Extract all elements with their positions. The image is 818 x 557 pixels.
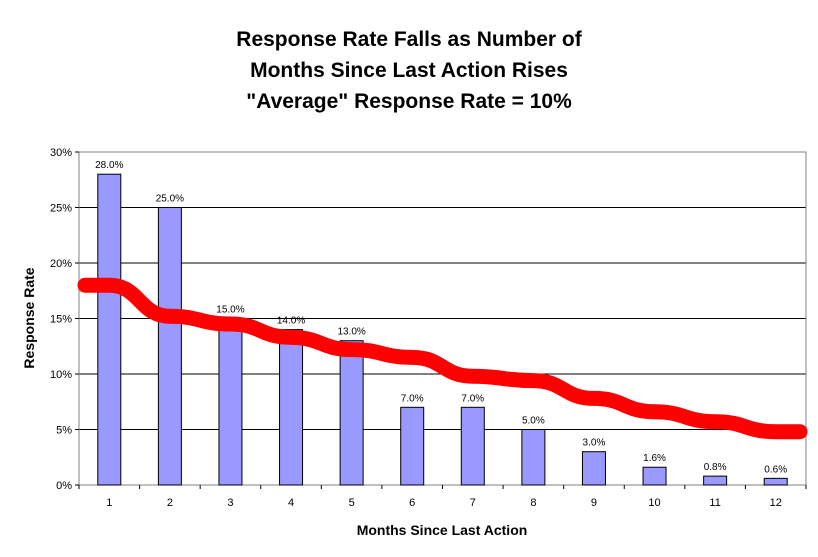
data-label: 5.0%: [522, 416, 545, 427]
data-label: 7.0%: [401, 393, 424, 404]
bar: [763, 477, 788, 486]
x-tick-label: 6: [409, 497, 415, 509]
x-tick-label: 8: [530, 497, 536, 509]
bar: [703, 475, 728, 486]
y-tick-label: 5%: [56, 425, 72, 437]
trend-line: [77, 277, 808, 440]
bar: [279, 329, 304, 486]
y-tick-label: 20%: [50, 258, 72, 270]
y-tick-label: 30%: [50, 147, 72, 159]
x-tick-label: 10: [648, 497, 660, 509]
chart-title-line-1: Response Rate Falls as Number of: [236, 28, 582, 51]
data-label: 0.8%: [704, 462, 727, 473]
x-tick-label: 12: [770, 497, 782, 509]
x-axis-title: Months Since Last Action: [357, 522, 528, 538]
x-tick-label: 7: [470, 497, 476, 509]
y-axis-ticks: 0% 5% 10% 15% 20% 25% 30%: [50, 147, 79, 492]
bars: [97, 173, 788, 486]
bar: [218, 318, 243, 486]
y-tick-label: 15%: [50, 314, 72, 326]
data-label: 1.6%: [643, 453, 666, 464]
data-label: 13.0%: [337, 327, 365, 338]
x-tick-label: 3: [227, 497, 233, 509]
bar: [521, 429, 546, 486]
chart-title: Response Rate Falls as Number of Months …: [0, 24, 818, 117]
data-label: 28.0%: [95, 160, 123, 171]
bar: [339, 340, 364, 486]
bar: [97, 173, 122, 486]
x-tick-label: 4: [288, 497, 294, 509]
chart-title-line-2: Months Since Last Action Rises: [250, 59, 568, 82]
data-label: 15.0%: [216, 305, 244, 316]
bar: [400, 406, 425, 486]
x-tick-label: 2: [167, 497, 173, 509]
data-label: 7.0%: [461, 393, 484, 404]
x-tick-label: 5: [349, 497, 355, 509]
x-tick-label: 11: [709, 497, 720, 509]
data-label: 3.0%: [583, 438, 606, 449]
bar: [460, 406, 485, 486]
y-tick-label: 25%: [50, 203, 72, 215]
bar: [581, 451, 606, 486]
y-tick-label: 10%: [50, 369, 72, 381]
x-tick-label: 1: [106, 497, 112, 509]
y-axis-title: Response Rate: [21, 267, 37, 368]
y-tick-label: 0%: [56, 480, 72, 492]
chart-title-line-3: "Average" Response Rate = 10%: [246, 90, 572, 113]
data-label: 0.6%: [764, 464, 787, 475]
x-tick-label: 9: [591, 497, 597, 509]
x-axis-ticks: 1 2 3 4 5 6 7 8 9 10 11 12: [78, 485, 807, 509]
data-label: 14.0%: [277, 316, 305, 327]
bar: [642, 466, 667, 486]
trend-line-path: [77, 277, 808, 440]
data-label: 25.0%: [156, 194, 184, 205]
data-labels: 28.0% 25.0% 15.0% 14.0% 13.0% 7.0% 7.0% 5.0% 3.0…: [95, 160, 787, 475]
bar: [157, 207, 182, 486]
